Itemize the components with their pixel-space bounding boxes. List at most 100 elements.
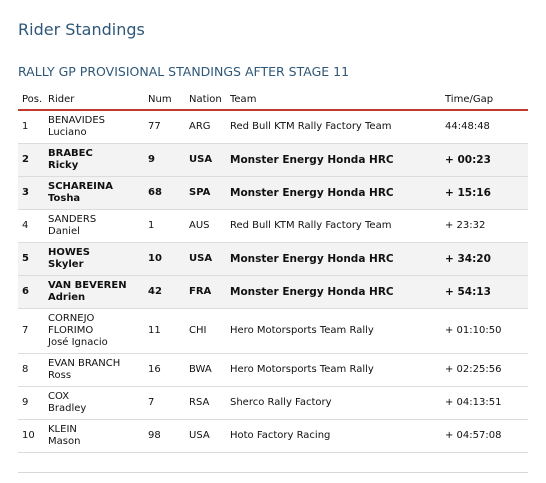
- cell-rider: KLEIN Mason: [44, 419, 144, 453]
- cell-gap: + 23:32: [441, 209, 528, 243]
- cell-num: 7: [144, 386, 185, 420]
- table-header-row: Pos. Rider Num Nation Team Time/Gap: [18, 92, 528, 111]
- cell-gap: + 34:20: [441, 242, 528, 276]
- table-row: 1 BENAVIDES Luciano 77 ARG Red Bull KTM Rally…: [18, 110, 528, 144]
- cell-num: 11: [144, 308, 185, 354]
- rider-surname: COX: [48, 391, 70, 402]
- table-row: 2 BRABEC Ricky 9 USA Monster Energy Honda HRC…: [18, 143, 528, 177]
- cell-team: Hero Motorsports Team Rally: [226, 353, 441, 387]
- rider-firstname: FLORIMO: [48, 325, 94, 336]
- cell-num: 77: [144, 110, 185, 144]
- rider-surname: KLEIN: [48, 424, 77, 435]
- cell-team: Monster Energy Honda HRC: [226, 242, 441, 276]
- rider-firstname: Daniel: [48, 226, 80, 237]
- table-row: 6 VAN BEVEREN Adrien 42 FRA Monster Energy Ho…: [18, 275, 528, 309]
- cell-nation: AUS: [185, 209, 226, 243]
- cell-gap: + 02:25:56: [441, 353, 528, 387]
- header-gap: Time/Gap: [441, 92, 528, 111]
- cell-num: 9: [144, 143, 185, 177]
- cell-rider: COX Bradley: [44, 386, 144, 420]
- cell-pos: 8: [18, 353, 44, 387]
- cell-nation: USA: [185, 419, 226, 453]
- cell-num: 42: [144, 275, 185, 309]
- rider-surname: SCHAREINA: [48, 181, 114, 192]
- cell-num: 10: [144, 242, 185, 276]
- header-pos: Pos.: [18, 92, 44, 111]
- cell-pos: 2: [18, 143, 44, 177]
- cell-rider: HOWES Skyler: [44, 242, 144, 276]
- table-row: 4 SANDERS Daniel 1 AUS Red Bull KTM Rally Fac…: [18, 209, 528, 243]
- table-row: 5 HOWES Skyler 10 USA Monster Energy Honda HR…: [18, 242, 528, 276]
- cell-pos: 4: [18, 209, 44, 243]
- standings-table: Pos. Rider Num Nation Team Time/Gap 1 BEN…: [18, 92, 528, 453]
- cell-rider: SANDERS Daniel: [44, 209, 144, 243]
- header-rider: Rider: [44, 92, 144, 111]
- cell-nation: USA: [185, 143, 226, 177]
- rider-firstname: Skyler: [48, 259, 84, 270]
- cell-nation: FRA: [185, 275, 226, 309]
- cell-gap: + 00:23: [441, 143, 528, 177]
- cell-team: Red Bull KTM Rally Factory Team: [226, 209, 441, 243]
- cell-nation: SPA: [185, 176, 226, 210]
- rider-surname: VAN BEVEREN: [48, 280, 127, 291]
- cell-pos: 7: [18, 308, 44, 354]
- cell-pos: 10: [18, 419, 44, 453]
- cell-pos: 6: [18, 275, 44, 309]
- cell-gap: 44:48:48: [441, 110, 528, 144]
- cell-nation: ARG: [185, 110, 226, 144]
- standings-heading: RALLY GP PROVISIONAL STANDINGS AFTER STA…: [18, 64, 350, 79]
- table-row: 9 COX Bradley 7 RSA Sherco Rally Factory + 04:…: [18, 386, 528, 420]
- cell-nation: RSA: [185, 386, 226, 420]
- cell-rider: SCHAREINA Tosha: [44, 176, 144, 210]
- header-num: Num: [144, 92, 185, 111]
- rider-firstname: Ross: [48, 370, 72, 381]
- cell-gap: + 04:13:51: [441, 386, 528, 420]
- cell-pos: 5: [18, 242, 44, 276]
- cell-rider: CORNEJO FLORIMO José Ignacio: [44, 308, 144, 354]
- rider-surname: SANDERS: [48, 214, 97, 225]
- rider-firstname: Ricky: [48, 160, 79, 171]
- page-title: Rider Standings: [18, 20, 145, 39]
- rider-surname: BENAVIDES: [48, 115, 106, 126]
- table-row: 7 CORNEJO FLORIMO José Ignacio 11 CHI Hero Mot…: [18, 308, 528, 354]
- cell-nation: USA: [185, 242, 226, 276]
- cell-team: Monster Energy Honda HRC: [226, 143, 441, 177]
- header-team: Team: [226, 92, 441, 111]
- rider-firstname: José Ignacio: [48, 337, 108, 348]
- rider-surname: HOWES: [48, 247, 90, 258]
- cell-nation: BWA: [185, 353, 226, 387]
- cell-num: 98: [144, 419, 185, 453]
- rider-firstname: Bradley: [48, 403, 87, 414]
- rider-firstname: Adrien: [48, 292, 86, 303]
- cell-pos: 9: [18, 386, 44, 420]
- rider-surname: EVAN BRANCH: [48, 358, 121, 369]
- cell-team: Monster Energy Honda HRC: [226, 176, 441, 210]
- table-row: 10 KLEIN Mason 98 USA Hoto Factory Racing + 04…: [18, 419, 528, 453]
- cell-rider: BRABEC Ricky: [44, 143, 144, 177]
- cell-team: Hero Motorsports Team Rally: [226, 308, 441, 354]
- header-nation: Nation: [185, 92, 226, 111]
- cell-gap: + 01:10:50: [441, 308, 528, 354]
- standings-body: 1 BENAVIDES Luciano 77 ARG Red Bull KTM Rally…: [18, 110, 528, 453]
- cell-nation: CHI: [185, 308, 226, 354]
- rider-firstname: Luciano: [48, 127, 87, 138]
- cell-team: Hoto Factory Racing: [226, 419, 441, 453]
- cell-gap: + 15:16: [441, 176, 528, 210]
- cell-gap: + 54:13: [441, 275, 528, 309]
- cell-num: 1: [144, 209, 185, 243]
- cell-num: 16: [144, 353, 185, 387]
- cell-rider: BENAVIDES Luciano: [44, 110, 144, 144]
- cell-num: 68: [144, 176, 185, 210]
- cell-pos: 3: [18, 176, 44, 210]
- rider-firstname: Tosha: [48, 193, 81, 204]
- cell-team: Monster Energy Honda HRC: [226, 275, 441, 309]
- cell-gap: + 04:57:08: [441, 419, 528, 453]
- cell-rider: EVAN BRANCH Ross: [44, 353, 144, 387]
- rider-firstname: Mason: [48, 436, 81, 447]
- cell-rider: VAN BEVEREN Adrien: [44, 275, 144, 309]
- table-row: 8 EVAN BRANCH Ross 16 BWA Hero Motorsports Te…: [18, 353, 528, 387]
- cell-pos: 1: [18, 110, 44, 144]
- cell-team: Sherco Rally Factory: [226, 386, 441, 420]
- cell-team: Red Bull KTM Rally Factory Team: [226, 110, 441, 144]
- rider-surname: BRABEC: [48, 148, 93, 159]
